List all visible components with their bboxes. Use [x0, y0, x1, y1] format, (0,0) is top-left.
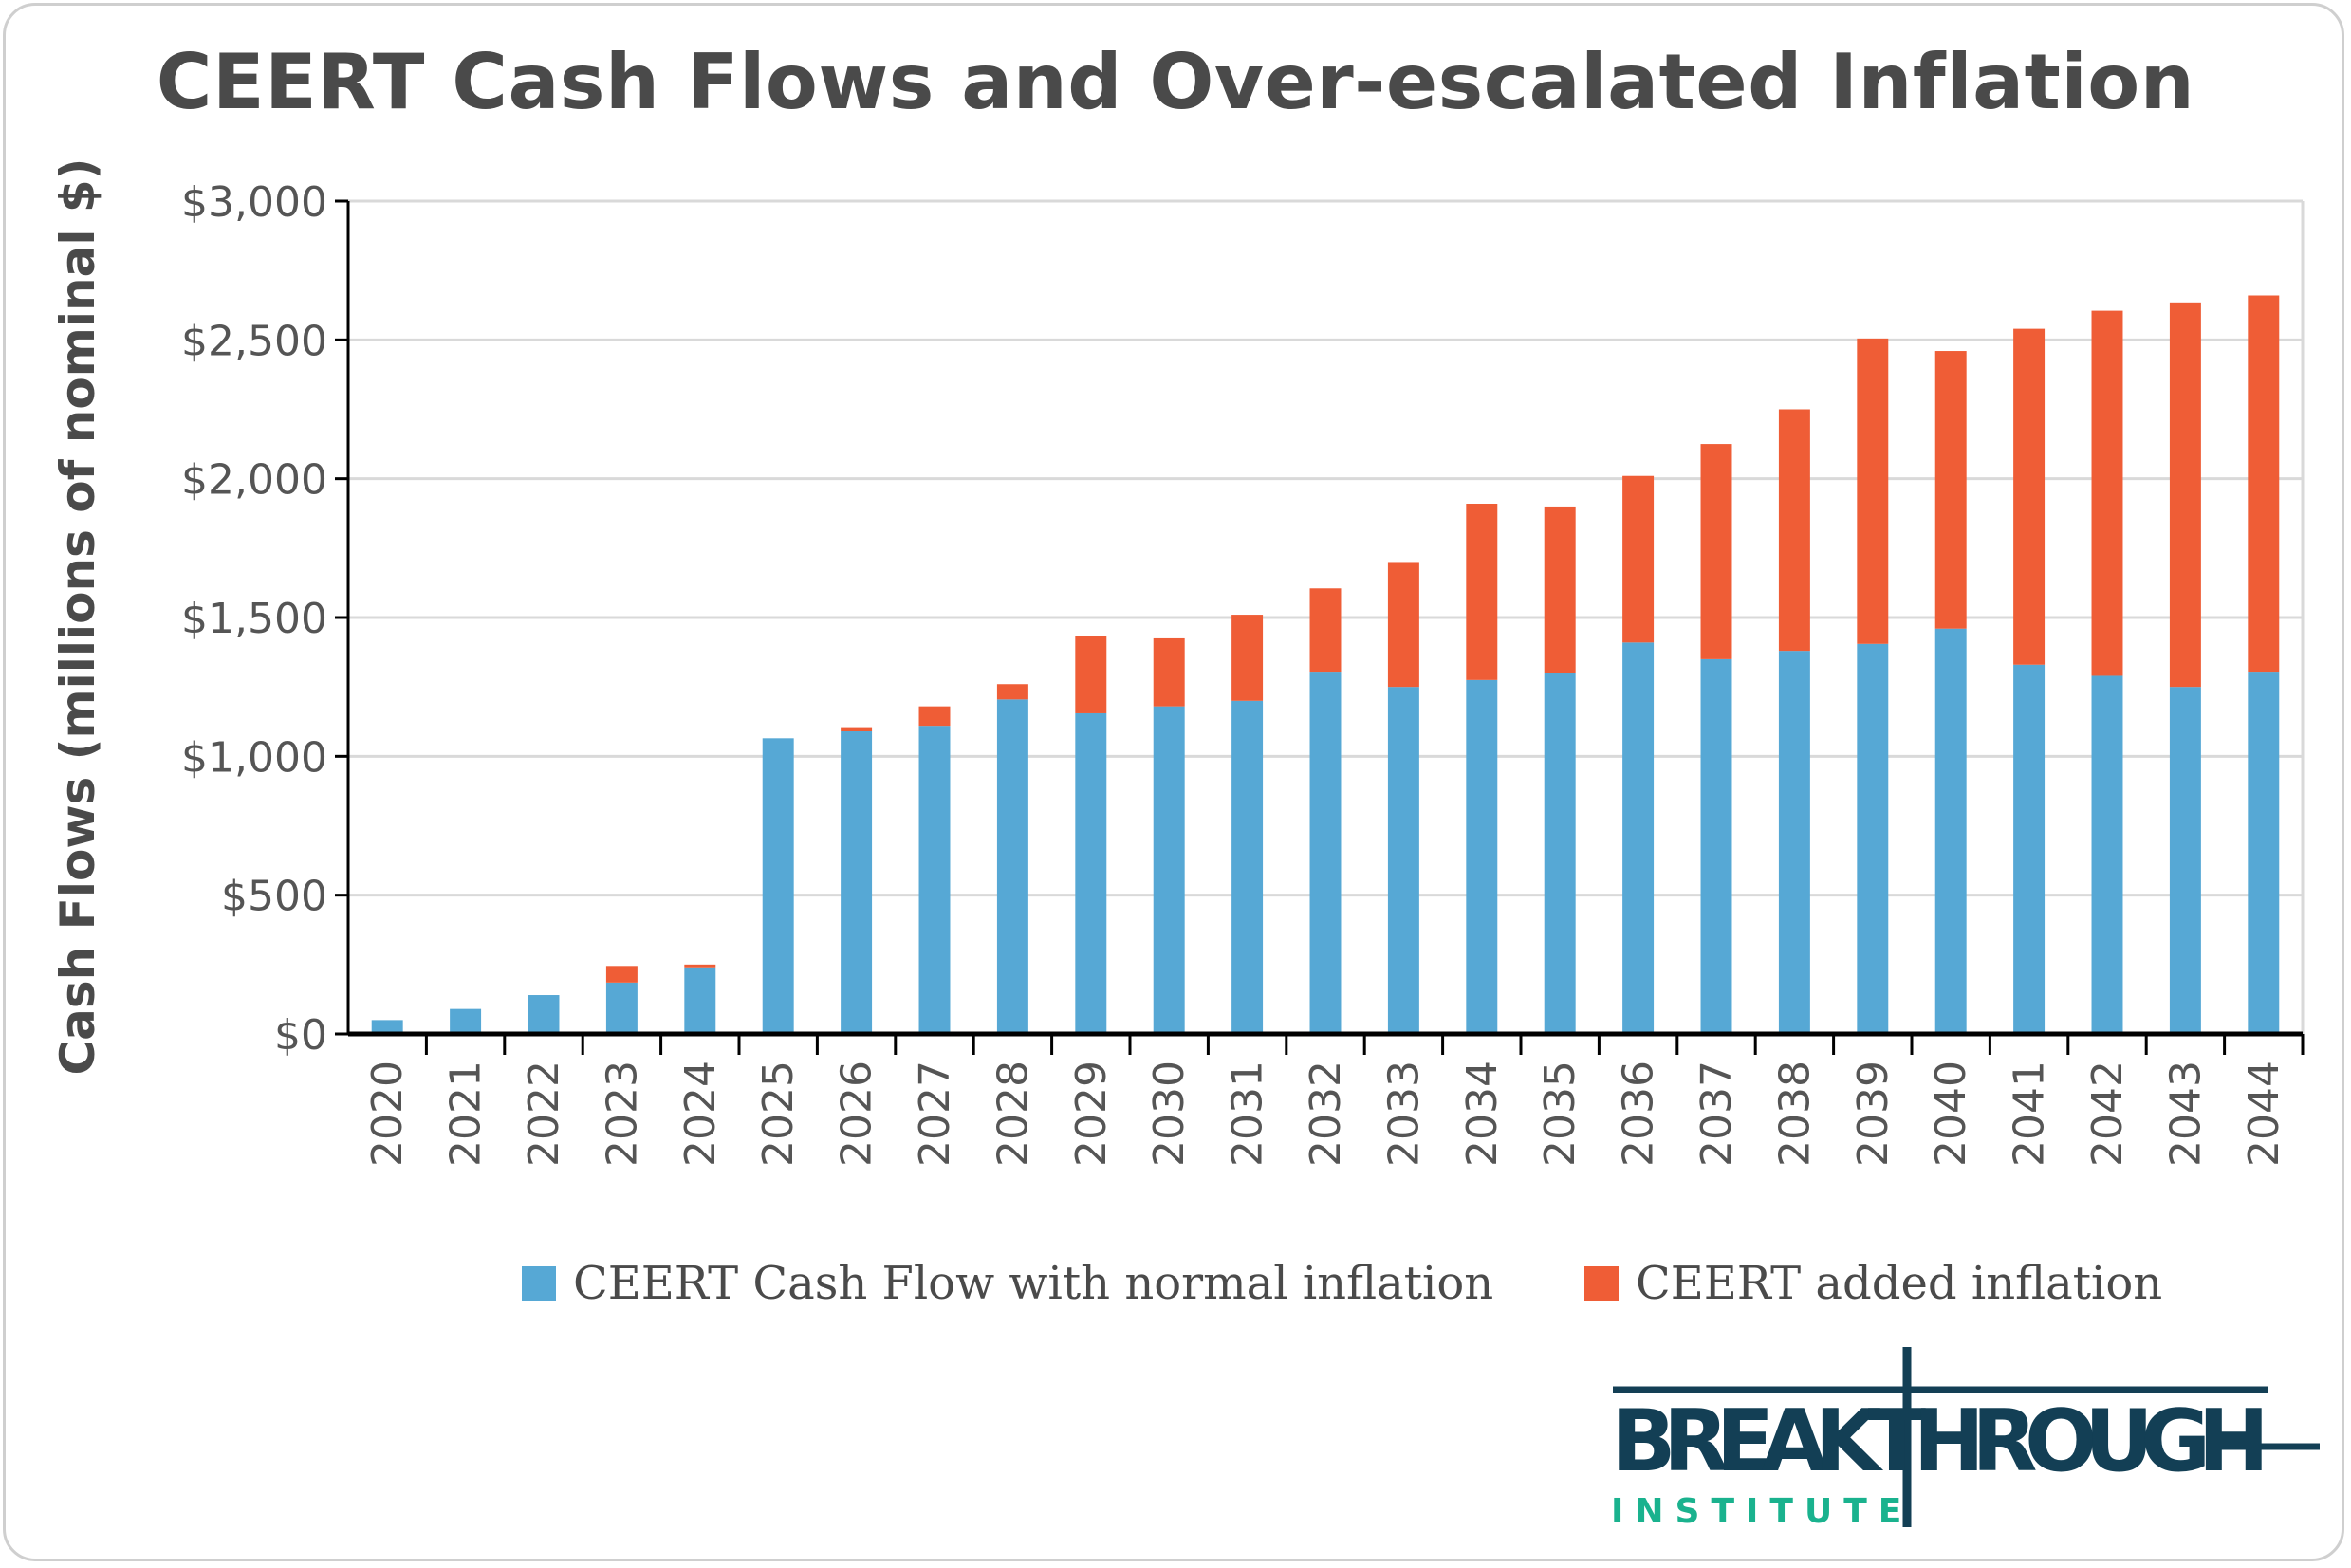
bar-normal-inflation — [2091, 675, 2123, 1034]
bar-added-inflation — [1622, 475, 1655, 643]
bar-added-inflation — [996, 684, 1028, 700]
y-tick-label: $2,000 — [181, 456, 327, 505]
svg-text:BREAKTHROUGH: BREAKTHROUGH — [1611, 1392, 2275, 1491]
bar-normal-inflation — [1153, 706, 1185, 1034]
bar-normal-inflation — [450, 1008, 482, 1034]
x-tick-label: 2044 — [2240, 1061, 2288, 1167]
bar-added-inflation — [605, 966, 638, 983]
svg-text:INSTITUTE: INSTITUTE — [1611, 1492, 1913, 1531]
x-tick-label: 2022 — [520, 1061, 568, 1167]
bar-normal-inflation — [2169, 687, 2201, 1034]
y-tick-label: $2,500 — [181, 317, 327, 365]
legend-label-added: CEERT added inflation — [1636, 1257, 2163, 1310]
x-tick-label: 2020 — [363, 1061, 412, 1167]
y-tick-label: $0 — [274, 1011, 327, 1060]
bar-added-inflation — [2169, 302, 2201, 688]
breakthrough-institute-logo: BREAKTHROUGH INSTITUTE — [1611, 1347, 2320, 1531]
bar-added-inflation — [1466, 504, 1498, 680]
x-tick-label: 2029 — [1067, 1061, 1116, 1167]
bar-normal-inflation — [528, 995, 560, 1034]
bar-normal-inflation — [1857, 643, 1889, 1034]
y-tick-label: $500 — [221, 873, 327, 921]
bar-added-inflation — [1153, 637, 1185, 707]
x-tick-label: 2028 — [989, 1061, 1037, 1167]
bar-added-inflation — [1231, 615, 1264, 701]
legend-swatch-normal — [522, 1266, 556, 1301]
chart-title: CEERT Cash Flows and Over-escalated Infl… — [156, 38, 2195, 126]
bar-added-inflation — [1309, 588, 1342, 673]
bar-normal-inflation — [1309, 672, 1342, 1034]
bar-added-inflation — [2248, 295, 2280, 673]
bar-normal-inflation — [1700, 658, 1732, 1034]
bar-normal-inflation — [1231, 700, 1264, 1034]
bar-normal-inflation — [1544, 673, 1576, 1034]
y-tick-label: $3,000 — [181, 178, 327, 227]
x-tick-label: 2041 — [2006, 1061, 2054, 1167]
bar-normal-inflation — [1075, 712, 1107, 1034]
bar-added-inflation — [1387, 562, 1419, 688]
legend-label-normal: CEERT Cash Flow with normal inflation — [573, 1257, 1494, 1310]
x-tick-label: 2027 — [911, 1061, 959, 1167]
bar-added-inflation — [1544, 506, 1576, 673]
x-tick-label: 2026 — [833, 1061, 881, 1167]
bar-added-inflation — [2091, 310, 2123, 676]
x-tick-label: 2037 — [1693, 1061, 1741, 1167]
bar-normal-inflation — [371, 1020, 403, 1034]
bar-normal-inflation — [1622, 642, 1655, 1034]
legend-item-added: CEERT added inflation — [1584, 1257, 2162, 1310]
x-tick-label: 2021 — [442, 1061, 491, 1167]
x-tick-label: 2035 — [1536, 1061, 1584, 1167]
legend-swatch-added — [1584, 1266, 1619, 1301]
bar-added-inflation — [1075, 636, 1107, 713]
x-tick-label: 2039 — [1849, 1061, 1897, 1167]
x-tick-label: 2038 — [1770, 1061, 1819, 1167]
bar-normal-inflation — [762, 738, 794, 1034]
bar-chart: $0 $500 $1,000 $1,500 $2,000 $2,500 $3,000 2020… — [181, 178, 2305, 1167]
bar-added-inflation — [1778, 409, 1810, 652]
bar-added-inflation — [918, 706, 951, 727]
bar-added-inflation — [1934, 351, 1967, 629]
bar-normal-inflation — [996, 699, 1028, 1034]
bar-normal-inflation — [1466, 679, 1498, 1034]
legend-item-normal: CEERT Cash Flow with normal inflation — [522, 1257, 1493, 1310]
bar-added-inflation — [1700, 444, 1732, 659]
y-tick-label: $1,500 — [181, 595, 327, 643]
bar-added-inflation — [2013, 328, 2046, 665]
x-tick-label: 2040 — [1927, 1061, 1975, 1167]
bar-normal-inflation — [1778, 651, 1810, 1034]
legend: CEERT Cash Flow with normal inflation CE… — [0, 1257, 2351, 1323]
x-tick-label: 2024 — [676, 1061, 725, 1167]
bar-normal-inflation — [1387, 687, 1419, 1034]
x-tick-label: 2042 — [2083, 1061, 2132, 1167]
x-tick-label: 2023 — [598, 1061, 646, 1167]
bar-normal-inflation — [2013, 664, 2046, 1034]
x-tick-label: 2034 — [1458, 1061, 1507, 1167]
x-tick-label: 2031 — [1224, 1061, 1272, 1167]
x-tick-label: 2032 — [1302, 1061, 1350, 1167]
x-tick-label: 2033 — [1379, 1061, 1428, 1167]
bar-normal-inflation — [2248, 672, 2280, 1034]
x-tick-label: 2036 — [1615, 1061, 1663, 1167]
bar-normal-inflation — [841, 730, 873, 1034]
bar-normal-inflation — [1934, 628, 1967, 1034]
bar-added-inflation — [1857, 338, 1889, 644]
x-tick-label: 2025 — [754, 1061, 803, 1167]
chart-frame — [3, 3, 2344, 1561]
bar-normal-inflation — [605, 982, 638, 1034]
x-tick-label: 2043 — [2161, 1061, 2210, 1167]
bar-added-inflation — [841, 727, 873, 731]
bar-added-inflation — [684, 964, 716, 968]
y-tick-label: $1,000 — [181, 733, 327, 782]
x-tick-label: 2030 — [1145, 1061, 1194, 1167]
bar-normal-inflation — [684, 967, 716, 1034]
bar-normal-inflation — [918, 726, 951, 1034]
